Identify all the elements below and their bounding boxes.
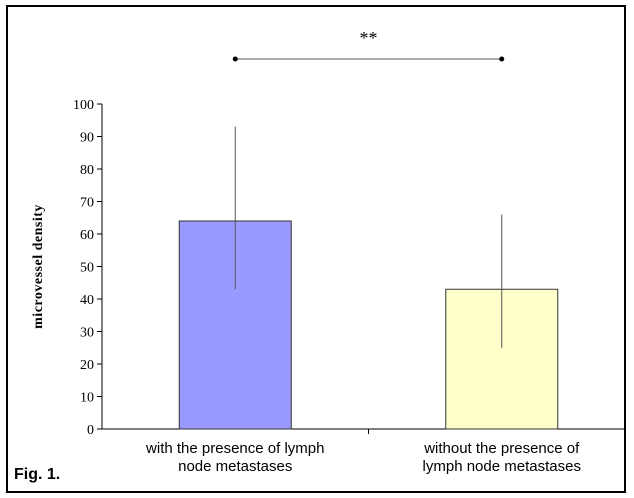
figure-frame: 0 10 20 30 40 50 60 70 80 90 100 microvessel densit… [6, 5, 626, 493]
y-tick-label: 50 [80, 261, 94, 276]
y-axis-label: microvessel density [31, 204, 46, 329]
y-tick-label: 40 [80, 293, 94, 308]
figure-label: Fig. 1. [14, 466, 61, 483]
significance-endpoint [232, 56, 238, 62]
y-tick-label: 10 [80, 391, 94, 406]
y-tick-label: 60 [80, 228, 94, 243]
x-category-label: without the presence of [423, 440, 580, 457]
y-tick-label: 20 [80, 358, 94, 373]
x-category-label: with the presence of lymph [145, 440, 324, 457]
significance-label: ** [360, 28, 378, 48]
y-tick-label: 80 [80, 163, 94, 178]
x-category-label: lymph node metastases [423, 458, 581, 475]
y-tick-label: 70 [80, 196, 94, 211]
y-tick-label: 90 [80, 131, 94, 146]
x-category-label: node metastases [178, 458, 292, 475]
y-tick-label: 0 [87, 423, 94, 438]
y-tick-label: 100 [73, 98, 94, 113]
bar-chart: 0 10 20 30 40 50 60 70 80 90 100 microvessel densit… [31, 28, 624, 475]
y-tick-label: 30 [80, 326, 94, 341]
significance-endpoint [499, 56, 505, 62]
